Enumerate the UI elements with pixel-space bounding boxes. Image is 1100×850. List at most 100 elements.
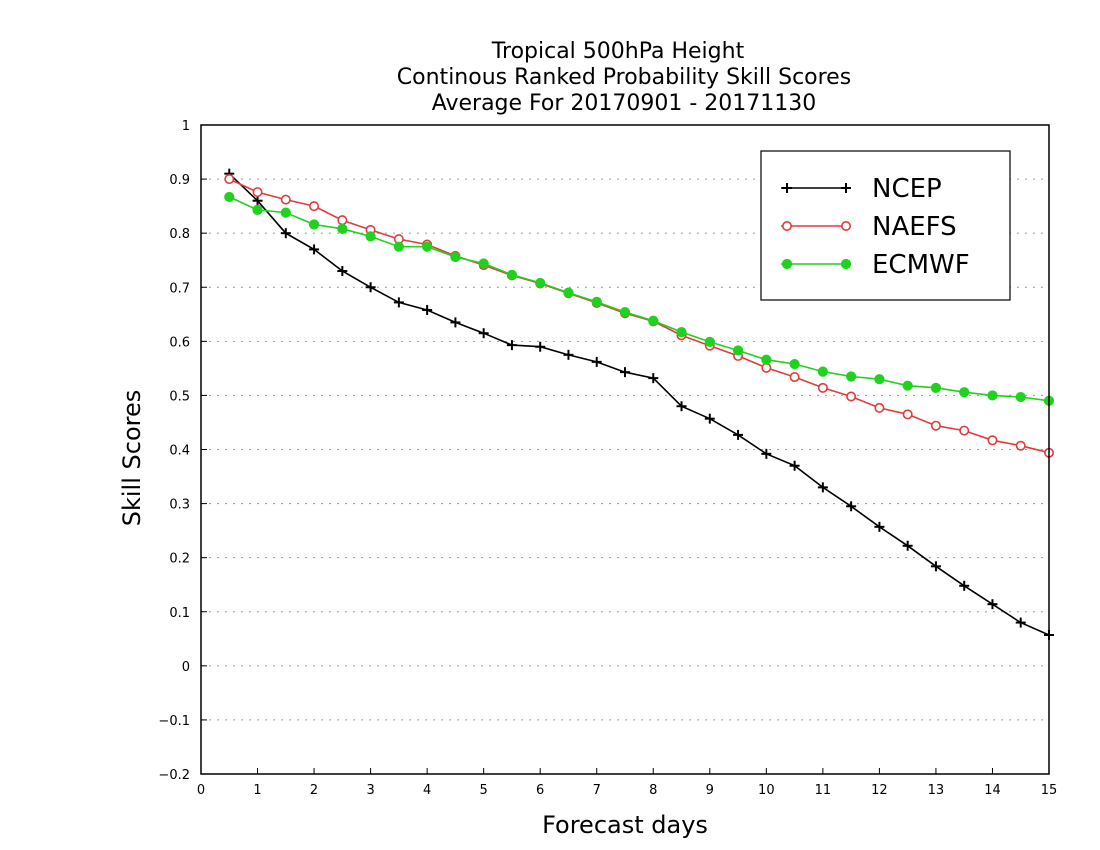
x-tick-label: 6 [536,783,544,798]
y-tick-label: 0.6 [169,335,190,350]
data-point-ecmwf [450,251,461,263]
grid-lines [201,178,1049,721]
data-point-ecmwf [930,382,942,393]
data-point-ncep [450,317,461,328]
data-point-ecmwf [704,336,715,347]
data-point-ncep [959,580,970,591]
data-point-naefs [789,372,800,383]
data-point-ncep [676,401,687,412]
y-tick-label: 0.2 [169,552,190,567]
data-point-ecmwf [393,241,404,252]
data-point-ecmwf [761,354,772,365]
x-tick-label: 12 [871,783,888,798]
data-point-ncep [535,341,546,352]
data-point-naefs [337,215,348,226]
data-point-ecmwf [1015,391,1026,403]
x-axis: 0 1 2 3 4 5 6 7 8 9 10 11 12 13 14 15 [197,768,1057,798]
data-point-ncep [704,413,715,424]
data-point-naefs [959,425,970,436]
data-point-naefs [930,420,941,431]
data-point-ncep [506,340,517,351]
x-tick-label: 13 [928,783,945,798]
data-point-ncep [365,282,376,293]
data-point-ncep [902,540,913,551]
x-tick-label: 3 [366,783,374,798]
data-point-ncep [337,266,348,277]
legend-marker-naefs [781,221,792,232]
data-point-ecmwf [224,191,235,203]
series-layer [224,168,1055,641]
data-point-ecmwf [563,287,574,298]
legend-entry-ncep: NCEP [781,174,942,204]
y-tick-label: 1 [182,119,190,134]
chart-title-line-1: Tropical 500hPa Height [491,39,745,64]
series-ncep [224,168,1054,641]
y-tick-label: −0.2 [158,768,190,783]
x-tick-label: 0 [197,783,205,798]
data-point-ecmwf [648,315,659,326]
data-point-ecmwf [422,241,433,252]
data-point-naefs [761,362,772,373]
legend-marker-ncep [782,183,792,193]
data-point-naefs [874,402,885,413]
data-point-naefs [309,201,320,212]
y-tick-label: 0.1 [169,606,190,621]
x-tick-label: 15 [1041,783,1058,798]
data-point-naefs [817,382,828,393]
data-point-ncep [648,373,659,384]
legend-items: NCEP NAEFS ECMWF [781,174,970,280]
data-point-ecmwf [308,219,320,230]
data-point-ncep [846,501,857,512]
y-tick-label: 0.9 [169,173,190,188]
x-tick-label: 1 [253,783,261,798]
data-point-ecmwf [591,296,602,307]
x-tick-label: 9 [706,783,714,798]
data-point-ncep [733,429,744,440]
data-point-ncep [563,349,574,360]
x-tick-label: 2 [310,783,318,798]
data-point-ecmwf [365,231,376,242]
data-point-ncep [252,195,263,206]
legend-label-naefs: NAEFS [872,212,957,242]
x-tick-label: 5 [480,783,488,798]
data-point-ncep [930,561,941,572]
data-point-ecmwf [252,204,263,216]
data-point-ecmwf [902,380,913,391]
legend-entry-ecmwf: ECMWF [781,250,970,280]
data-point-ncep [478,328,489,339]
data-point-ncep [591,356,602,367]
plot-area-frame [200,124,1050,775]
data-point-ncep [393,297,404,308]
data-point-ecmwf [337,223,348,234]
legend-marker-ecmwf [781,258,793,270]
y-tick-label: 0.4 [169,444,190,459]
data-point-naefs [902,409,913,420]
data-point-ncep [789,460,800,471]
data-point-ncep [817,482,828,493]
data-point-ecmwf [732,345,744,356]
data-point-ncep [280,228,291,239]
data-point-ecmwf [619,307,631,318]
data-point-naefs [846,391,857,402]
legend-marker-ecmwf [840,258,852,270]
data-point-ncep [309,244,320,255]
y-tick-label: 0.3 [169,498,190,513]
data-point-ecmwf [987,390,998,401]
data-point-naefs [280,194,291,205]
x-tick-label: 14 [984,783,1001,798]
x-axis-title: Forecast days [542,811,708,839]
y-axis-title: Skill Scores [118,390,146,527]
legend-entry-naefs: NAEFS [781,212,957,242]
data-point-ecmwf [535,277,546,289]
x-tick-label: 4 [423,783,431,798]
x-tick-label: 8 [649,783,657,798]
data-point-ecmwf [280,207,291,218]
y-tick-label: −0.1 [158,714,190,729]
data-point-ecmwf [817,366,828,377]
y-tick-label: 0.5 [169,389,190,404]
data-point-ncep [422,304,433,315]
data-point-ncep [761,448,772,459]
data-point-ecmwf [478,258,489,269]
